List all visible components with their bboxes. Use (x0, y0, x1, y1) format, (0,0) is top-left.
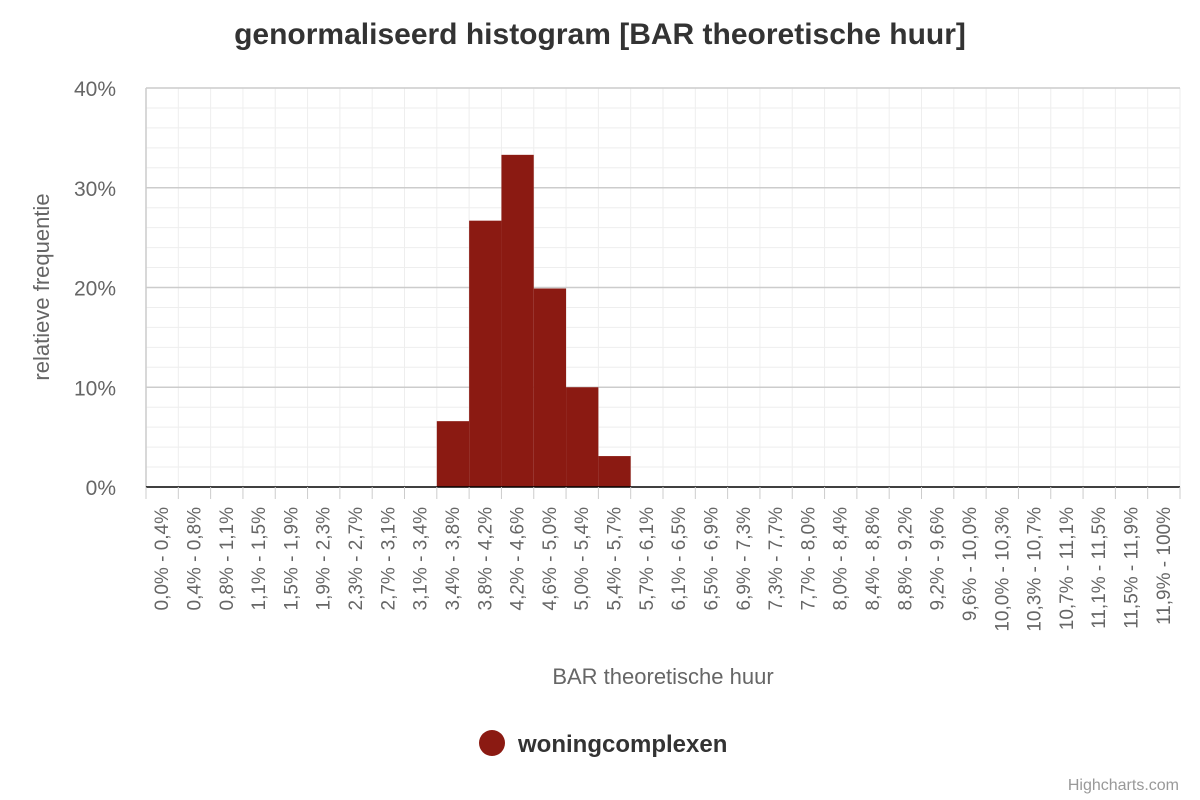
bar-15[interactable] (598, 456, 631, 487)
x-tick-label: 3,1% - 3,4% (411, 507, 432, 611)
x-tick-label: 0,8% - 1,1% (217, 507, 238, 611)
y-tick-label: 40% (74, 78, 116, 101)
bar-14[interactable] (566, 387, 599, 487)
y-axis-ticks: 0% 10% 20% 30% 40% (74, 78, 116, 500)
x-tick-label: 1,1% - 1,5% (249, 507, 270, 611)
x-tick-label: 9,6% - 10,0% (960, 507, 981, 621)
x-tick-label: 10,7% - 11,1% (1057, 507, 1078, 630)
y-tick-label: 10% (74, 377, 116, 400)
x-tick-label: 1,9% - 2,3% (314, 507, 335, 611)
x-tick-label: 3,8% - 4,2% (475, 507, 496, 611)
x-tick-label: 7,3% - 7,7% (766, 507, 787, 611)
bar-12[interactable] (501, 154, 534, 487)
x-tick-label: 6,9% - 7,3% (734, 507, 755, 611)
x-tick-label: 5,0% - 5,4% (572, 507, 593, 611)
bar-10[interactable] (436, 421, 470, 487)
x-tick-label: 8,0% - 8,4% (831, 507, 852, 611)
x-tick-label: 2,7% - 3,1% (378, 507, 399, 611)
credits-link[interactable]: Highcharts.com (1068, 777, 1179, 794)
x-tick-label: 9,2% - 9,6% (928, 507, 949, 611)
x-tick-label: 7,7% - 8,0% (798, 507, 819, 611)
x-tick-label: 4,2% - 4,6% (508, 507, 529, 611)
x-tick-label: 0,0% - 0,4% (152, 507, 173, 611)
x-tick-label: 10,0% - 10,3% (992, 507, 1013, 632)
x-tick-label: 10,3% - 10,7% (1025, 507, 1046, 632)
x-tick-label: 11,9% - 100% (1154, 507, 1175, 625)
x-tick-label: 11,5% - 11,9% (1122, 507, 1143, 629)
legend-symbol-icon (479, 730, 505, 756)
bar-11[interactable] (469, 220, 502, 488)
x-tick-label: 8,4% - 8,8% (863, 507, 884, 611)
x-tick-label: 1,5% - 1,9% (281, 507, 302, 611)
bars-group (436, 154, 631, 488)
legend-item[interactable]: woningcomplexen (479, 730, 727, 758)
x-tick-label: 6,1% - 6,5% (669, 507, 690, 611)
x-tick-label: 11,1% - 11,5% (1089, 507, 1110, 629)
x-axis-title: BAR theoretische huur (552, 664, 773, 689)
chart-title: genormaliseerd histogram [BAR theoretisc… (234, 18, 966, 51)
x-tick-label: 8,8% - 9,2% (895, 507, 916, 611)
x-tick-label: 2,3% - 2,7% (346, 507, 367, 611)
bar-13[interactable] (533, 288, 567, 487)
legend-label: woningcomplexen (517, 731, 727, 758)
x-tick-label: 0,4% - 0,8% (184, 507, 205, 611)
x-tick-label: 5,4% - 5,7% (605, 507, 626, 611)
y-tick-label: 30% (74, 178, 116, 201)
grid-lines (145, 87, 1181, 487)
x-tick-label: 3,4% - 3,8% (443, 507, 464, 611)
y-tick-label: 20% (74, 278, 116, 301)
x-tick-label: 4,6% - 5,0% (540, 507, 561, 611)
x-axis-ticks: 0,0% - 0,4% 0,4% - 0,8% 0,8% - 1,1% 1,1% - … (145, 487, 1181, 632)
y-axis-title: relatieve frequentie (29, 193, 54, 380)
y-tick-label: 0% (86, 477, 116, 500)
x-tick-label: 5,7% - 6,1% (637, 507, 658, 611)
x-tick-label: 6,5% - 6,9% (701, 507, 722, 611)
